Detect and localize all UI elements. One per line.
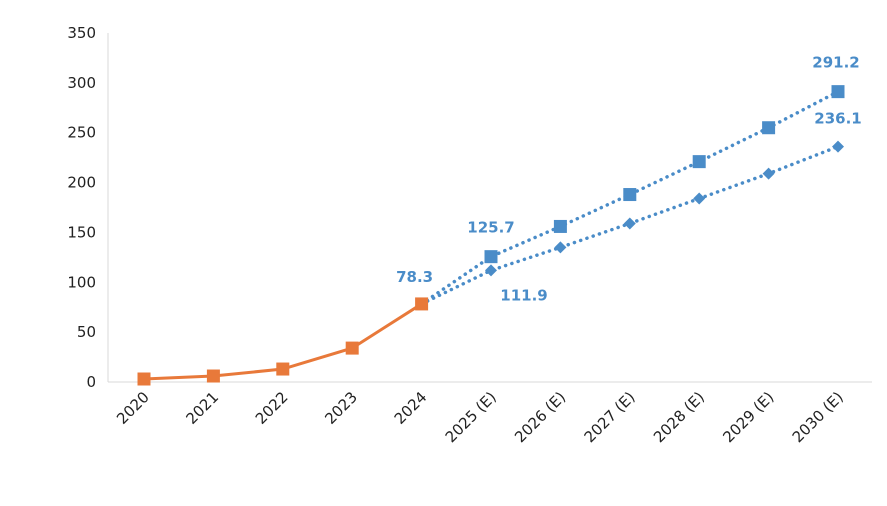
x-tick-label: 2028 (E) <box>650 388 708 446</box>
data-point-forecast-high <box>623 188 637 202</box>
x-tick-label: 2029 (E) <box>719 388 777 446</box>
data-point-actual <box>137 372 151 386</box>
x-tick-label: 2030 (E) <box>789 388 847 446</box>
data-point-actual <box>206 369 220 383</box>
data-label: 291.2 <box>812 54 859 72</box>
data-point-forecast-low <box>554 241 567 254</box>
y-tick-label: 100 <box>67 273 96 291</box>
y-tick-label: 50 <box>77 323 96 341</box>
x-tick-label: 2027 (E) <box>581 388 639 446</box>
y-tick-label: 350 <box>67 24 96 42</box>
y-tick-label: 300 <box>67 74 96 92</box>
y-tick-label: 0 <box>86 373 96 391</box>
x-tick-label: 2021 <box>182 388 222 428</box>
data-point-actual <box>415 297 429 311</box>
data-point-forecast-high <box>762 121 776 135</box>
x-tick-label: 2023 <box>321 388 361 428</box>
data-point-forecast-low <box>693 192 706 205</box>
data-point-forecast-high <box>484 250 498 264</box>
y-tick-label: 250 <box>67 124 96 142</box>
data-point-forecast-low <box>832 140 844 153</box>
data-label: 125.7 <box>467 219 514 237</box>
x-tick-label: 2022 <box>252 388 292 428</box>
data-point-actual <box>276 362 290 376</box>
data-label: 236.1 <box>814 110 861 128</box>
data-point-forecast-high <box>553 219 567 233</box>
data-point-forecast-low <box>762 167 775 180</box>
data-label: 111.9 <box>500 286 547 304</box>
data-point-forecast-high <box>692 155 706 169</box>
data-point-forecast-high <box>831 85 845 99</box>
data-point-forecast-low <box>623 217 636 230</box>
data-point-actual <box>345 341 359 355</box>
y-tick-label: 200 <box>67 174 96 192</box>
x-tick-label: 2024 <box>391 388 431 428</box>
data-label: 78.3 <box>396 268 433 286</box>
x-tick-label: 2020 <box>113 388 153 428</box>
x-tick-label: 2025 (E) <box>442 388 500 446</box>
x-tick-label: 2026 (E) <box>511 388 569 446</box>
data-point-forecast-low <box>485 264 497 277</box>
y-tick-label: 150 <box>67 223 96 241</box>
